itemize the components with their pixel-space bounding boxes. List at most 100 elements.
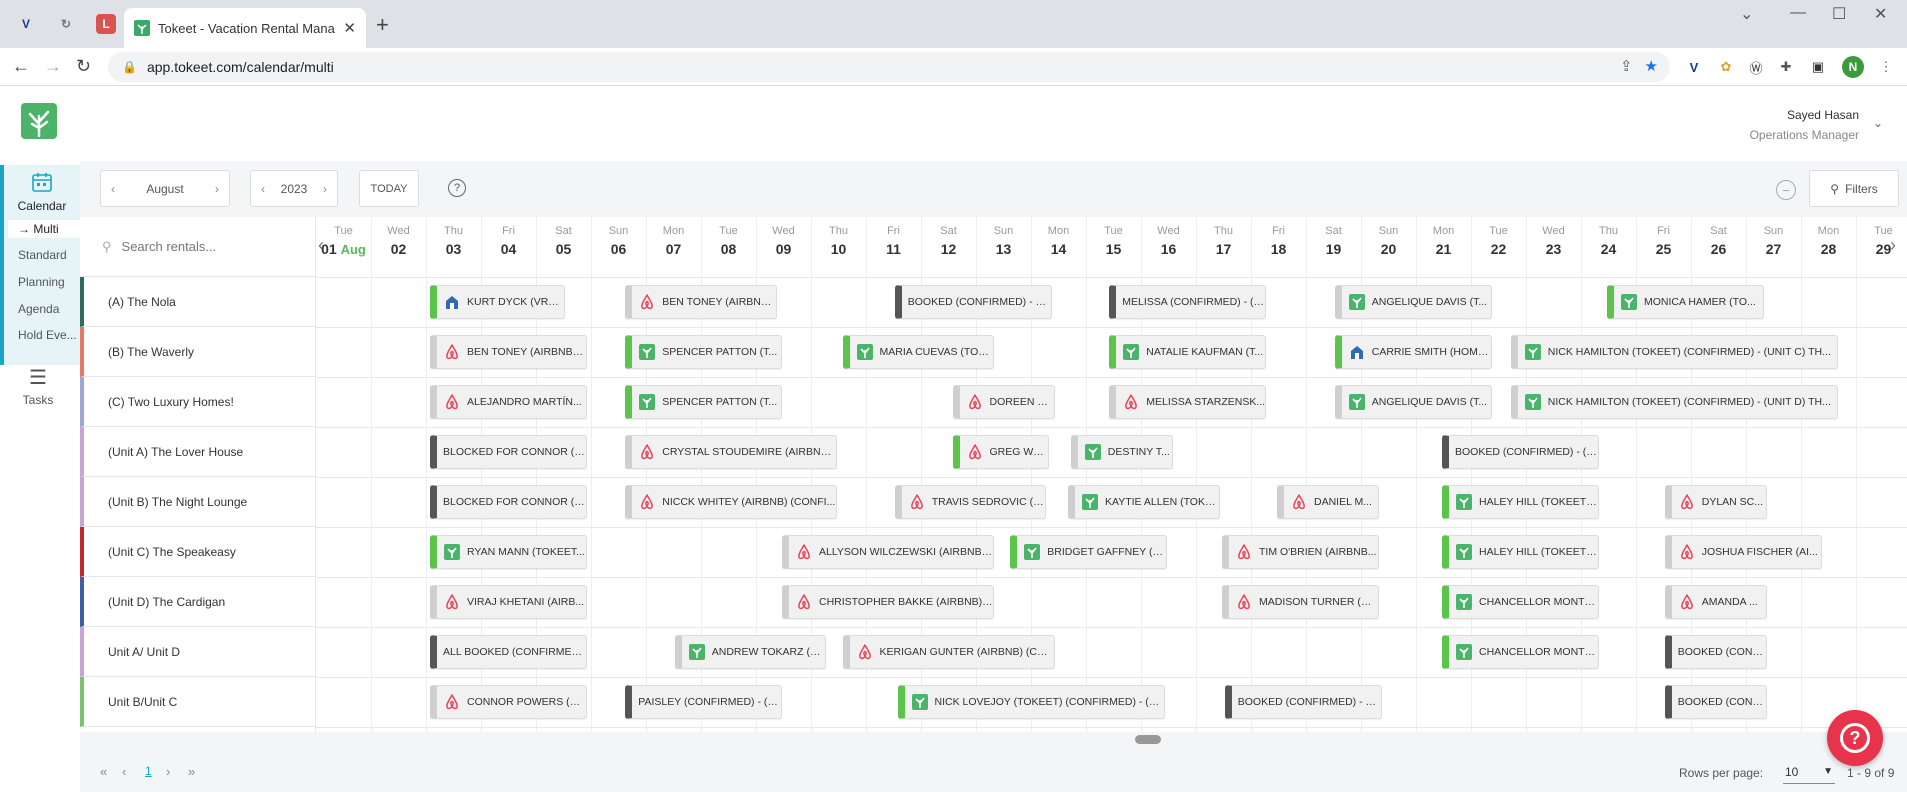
scroll-left-icon[interactable]: ‹	[318, 235, 324, 255]
booking-bar[interactable]: MELISSA (CONFIRMED) - (A...	[1109, 285, 1267, 319]
window-maximize-icon[interactable]: ☐	[1832, 6, 1847, 23]
chevron-down-icon[interactable]: ⌄	[1872, 116, 1883, 130]
booking-bar[interactable]: MARIA CUEVAS (TOK...	[842, 335, 994, 369]
booking-bar[interactable]: KERIGAN GUNTER (AIRBNB) (CO...	[842, 635, 1055, 669]
new-tab-icon[interactable]: +	[376, 12, 389, 37]
booking-bar[interactable]: NATALIE KAUFMAN (T...	[1109, 335, 1267, 369]
first-page-icon[interactable]: «	[100, 764, 108, 779]
booking-bar[interactable]: JOSHUA FISCHER (AI...	[1664, 535, 1822, 569]
prev-month-icon[interactable]: ‹	[111, 181, 115, 196]
search-rentals[interactable]: ⚲ Search rentals...	[80, 217, 316, 277]
search-input[interactable]: Search rentals...	[121, 239, 217, 254]
booking-bar[interactable]: BOOKED (CONFIRMED) - U...	[1224, 685, 1382, 719]
rental-row[interactable]: (Unit A) The Lover House	[80, 427, 316, 477]
booking-bar[interactable]: NICK LOVEJOY (TOKEET) (CONFIRMED) - (U..…	[897, 685, 1165, 719]
booking-bar[interactable]: HALEY HILL (TOKEET)...	[1442, 535, 1599, 569]
booking-bar[interactable]: CARRIE SMITH (HOME...	[1334, 335, 1492, 369]
prev-year-icon[interactable]: ‹	[261, 181, 265, 196]
rental-row[interactable]: (Unit D) The Cardigan	[80, 577, 316, 627]
reload-icon[interactable]: ↻	[76, 56, 92, 76]
rental-row[interactable]: Unit B/Unit C	[80, 677, 316, 727]
booking-bar[interactable]: SPENCER PATTON (T...	[625, 335, 783, 369]
booking-bar[interactable]: CRYSTAL STOUDEMIRE (AIRBNB)...	[625, 435, 838, 469]
rental-row[interactable]: (B) The Waverly	[80, 327, 316, 377]
booking-bar[interactable]: NICK HAMILTON (TOKEET) (CONFIRMED) - (UN…	[1510, 385, 1839, 419]
window-close-icon[interactable]: ✕	[1874, 6, 1888, 23]
help-icon[interactable]: ?	[448, 179, 466, 197]
sidebar-sub-standard[interactable]: Standard	[18, 248, 67, 262]
booking-bar[interactable]: ANGELIQUE DAVIS (T...	[1334, 285, 1492, 319]
booking-bar[interactable]: ALEJANDRO MARTÍN...	[430, 385, 587, 419]
sidebar-sub-agenda[interactable]: Agenda	[18, 302, 60, 316]
booking-bar[interactable]: ALL BOOKED (CONFIRMED)...	[430, 635, 587, 669]
booking-bar[interactable]: BOOKED (CONFI...	[1664, 635, 1767, 669]
pinned-tab-l-icon[interactable]: L	[96, 14, 116, 34]
booking-bar[interactable]: CONNOR POWERS (AI...	[430, 685, 587, 719]
year-selector[interactable]: ‹ 2023 ›	[250, 170, 338, 207]
tokeet-logo-icon[interactable]	[20, 102, 58, 140]
booking-bar[interactable]: BEN TONEY (AIRBNB) ...	[430, 335, 587, 369]
booking-bar[interactable]: ANGELIQUE DAVIS (T...	[1334, 385, 1492, 419]
sidebar-item-calendar[interactable]: Calendar → Multi Standard Planning Agend…	[0, 165, 80, 365]
booking-bar[interactable]: CHANCELLOR MONTG...	[1442, 585, 1599, 619]
collapse-icon[interactable]: −	[1776, 180, 1796, 200]
booking-bar[interactable]: DOREEN R...	[952, 385, 1055, 419]
booking-bar[interactable]: CHANCELLOR MONTG...	[1442, 635, 1599, 669]
user-menu[interactable]: Sayed Hasan Operations Manager	[1750, 108, 1859, 142]
booking-bar[interactable]: NICCK WHITEY (AIRBNB) (CONFI...	[625, 485, 838, 519]
booking-bar[interactable]: BLOCKED FOR CONNOR (C...	[430, 435, 587, 469]
window-minimize-icon[interactable]: —	[1790, 4, 1806, 21]
booking-bar[interactable]: BOOKED (CONFI...	[1664, 685, 1767, 719]
booking-bar[interactable]: TRAVIS SEDROVIC (AI...	[894, 485, 1047, 519]
booking-bar[interactable]: MELISSA STARZENSK...	[1109, 385, 1267, 419]
tasks-icon[interactable]: ☰	[29, 367, 47, 389]
rental-row[interactable]: Unit A/ Unit D	[80, 627, 316, 677]
horizontal-scrollbar[interactable]	[1135, 735, 1161, 744]
share-icon[interactable]: ⇪	[1619, 58, 1633, 75]
booking-bar[interactable]: KAYTIE ALLEN (TOKE...	[1068, 485, 1220, 519]
profile-avatar[interactable]: N	[1842, 56, 1864, 78]
rental-row[interactable]: (Unit B) The Night Lounge	[80, 477, 316, 527]
next-year-icon[interactable]: ›	[322, 181, 327, 196]
rows-per-page-select[interactable]: 10 ▼	[1783, 762, 1835, 784]
browser-menu-icon[interactable]: ⋮	[1879, 59, 1893, 74]
booking-bar[interactable]: CHRISTOPHER BAKKE (AIRBNB) ...	[782, 585, 994, 619]
sidebar-sub-multi[interactable]: → Multi	[8, 220, 80, 238]
extension-v-icon[interactable]: V	[1689, 59, 1699, 75]
booking-bar[interactable]: BLOCKED FOR CONNOR (C...	[430, 485, 587, 519]
next-month-icon[interactable]: ›	[214, 181, 219, 196]
booking-bar[interactable]: DESTINY T...	[1070, 435, 1173, 469]
booking-bar[interactable]: KURT DYCK (VRBO) (C...	[430, 285, 565, 319]
pinned-tab-reload-icon[interactable]: ↻	[60, 17, 72, 31]
extensions-puzzle-icon[interactable]: ✚	[1780, 59, 1792, 74]
booking-bar[interactable]: ANDREW TOKARZ (TO...	[674, 635, 827, 669]
booking-bar[interactable]: VIRAJ KHETANI (AIRB...	[430, 585, 587, 619]
booking-bar[interactable]: ALLYSON WILCZEWSKI (AIRBNB)...	[782, 535, 994, 569]
booking-bar[interactable]: SPENCER PATTON (T...	[625, 385, 783, 419]
window-collapse-icon[interactable]: ⌄	[1740, 6, 1754, 23]
pinned-tab-v-icon[interactable]: V	[21, 17, 30, 31]
booking-bar[interactable]: GREG WEA...	[952, 435, 1049, 469]
today-button[interactable]: TODAY	[359, 170, 419, 207]
page-number[interactable]: 1	[145, 764, 152, 778]
month-selector[interactable]: ‹ August ›	[100, 170, 230, 207]
booking-bar[interactable]: BOOKED (CONFIRMED) - U...	[894, 285, 1052, 319]
booking-bar[interactable]: BOOKED (CONFIRMED) - (C...	[1442, 435, 1599, 469]
next-page-icon[interactable]: ›	[166, 764, 171, 779]
omnibox[interactable]: 🔒 app.tokeet.com/calendar/multi ⇪ ★	[108, 52, 1670, 82]
prev-page-icon[interactable]: ‹	[122, 764, 127, 779]
forward-icon[interactable]: →	[44, 56, 62, 76]
booking-bar[interactable]: NICK HAMILTON (TOKEET) (CONFIRMED) - (UN…	[1510, 335, 1839, 369]
booking-bar[interactable]: AMANDA ...	[1664, 585, 1767, 619]
booking-bar[interactable]: BEN TONEY (AIRBNB) ...	[625, 285, 777, 319]
extension-color-icon[interactable]: ✿	[1720, 59, 1732, 74]
booking-bar[interactable]: PAISLEY (CONFIRMED) - (B)...	[625, 685, 783, 719]
rental-row[interactable]: (C) Two Luxury Homes!	[80, 377, 316, 427]
booking-bar[interactable]: HALEY HILL (TOKEET)...	[1442, 485, 1599, 519]
booking-bar[interactable]: RYAN MANN (TOKEET...	[430, 535, 587, 569]
booking-bar[interactable]: TIM O'BRIEN (AIRBNB...	[1222, 535, 1379, 569]
booking-bar[interactable]: DYLAN SC...	[1664, 485, 1767, 519]
side-panel-icon[interactable]: ▣	[1811, 59, 1825, 74]
bookmark-star-icon[interactable]: ★	[1644, 58, 1658, 75]
last-page-icon[interactable]: »	[188, 764, 196, 779]
